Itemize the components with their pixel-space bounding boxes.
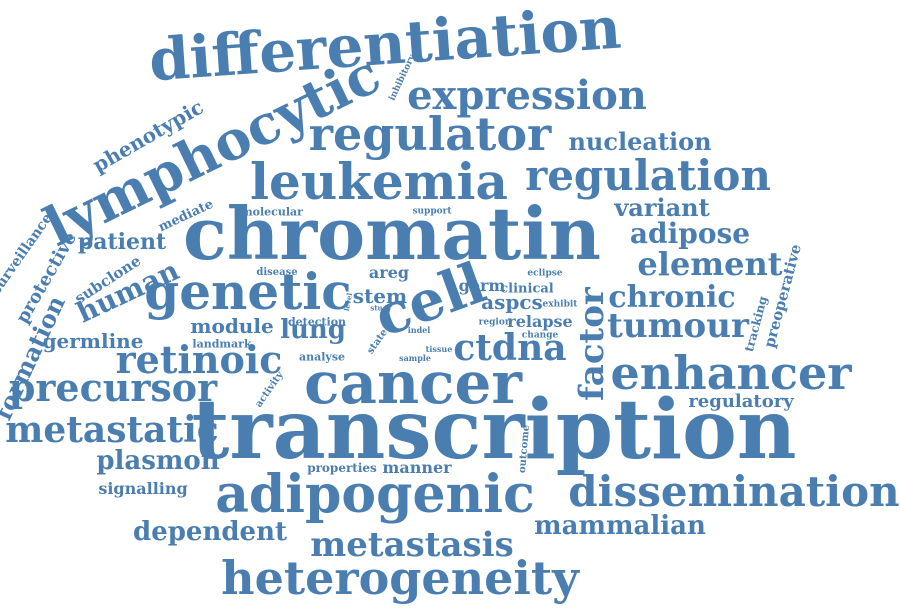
word-analyse: analyse [298,350,346,364]
word-cancer: cancer [304,349,522,417]
word-detection: detection [287,315,347,329]
word-landmark: landmark [192,337,252,351]
word-molecular: molecular [241,205,303,219]
word-adipose: adipose [629,217,751,250]
word-dependent: dependent [133,517,287,547]
word-metastatic: metastatic [5,409,219,451]
word-patient: patient [77,229,167,255]
word-manner: manner [382,458,452,477]
word-relapse: relapse [507,312,573,331]
word-ctdna: ctdna [453,327,567,369]
word-lung: lung [280,315,346,345]
word-expression: expression [407,72,647,119]
word-chronic: chronic [608,280,736,315]
word-nucleation: nucleation [568,127,712,156]
word-indel: indel [407,325,431,335]
word-germline: germline [42,329,144,353]
word-chromatin: chromatin [183,191,601,276]
word-change: change [521,330,559,341]
word-stem: stem [352,284,408,308]
word-plasmon: plasmon [96,446,220,476]
word-variant: variant [614,193,710,222]
word-regulatory: regulatory [688,391,794,412]
word-signalling: signalling [98,479,188,498]
word-regulation: regulation [525,151,771,200]
word-germ: germ [458,276,506,295]
word-transcription: transcription [191,382,797,478]
word-region: region [478,317,512,328]
word-tumour: tumour [607,306,749,346]
word-precursor: precursor [8,365,218,410]
word-element: element [637,245,783,283]
word-module: module [190,314,274,338]
word-properties: properties [307,461,377,475]
word-areg: areg [368,263,410,282]
word-sample: sample [399,353,431,363]
word-metastasis: metastasis [310,525,514,565]
word-tissue: tissue [425,344,453,354]
word-dissemination: dissemination [568,467,900,516]
word-mammalian: mammalian [534,511,706,541]
word-enhancer: enhancer [610,346,852,400]
word-regulator: regulator [308,107,552,161]
word-support: support [412,206,452,217]
word-aspcs: aspcs [481,290,543,314]
word-heterogeneity: heterogeneity [221,551,579,605]
word-adipogenic: adipogenic [215,464,535,525]
word-genetic: genetic [144,262,352,321]
word-leukemia: leukemia [250,152,508,211]
word-clinical: clinical [500,281,554,297]
word-study: study [370,303,392,313]
word-eclipse: eclipse [527,268,563,279]
word-disease: disease [256,267,298,278]
word-retinoic: retinoic [115,337,283,382]
word-exhibit: exhibit [542,299,578,310]
